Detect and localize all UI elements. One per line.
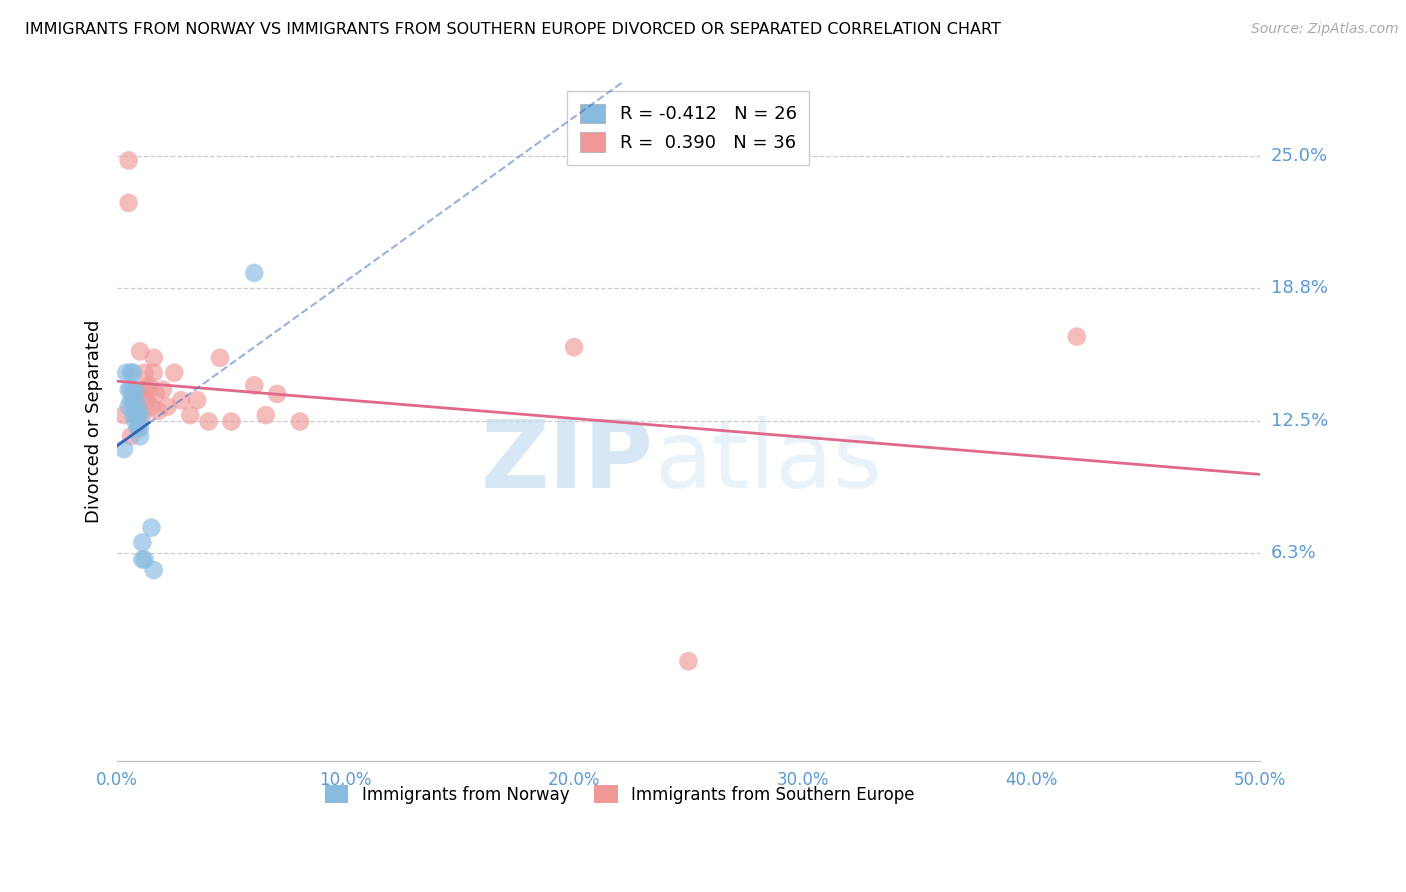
Point bbox=[127, 421, 149, 435]
Point bbox=[127, 408, 149, 422]
Point bbox=[141, 400, 163, 414]
Point bbox=[208, 351, 231, 365]
Point bbox=[112, 442, 135, 456]
Point bbox=[129, 421, 152, 435]
Point bbox=[129, 408, 152, 422]
Point bbox=[124, 404, 146, 418]
Point bbox=[117, 153, 139, 168]
Point bbox=[562, 340, 585, 354]
Text: 6.3%: 6.3% bbox=[1271, 544, 1317, 562]
Point bbox=[186, 393, 208, 408]
Text: 25.0%: 25.0% bbox=[1271, 147, 1329, 165]
Text: ZIP: ZIP bbox=[481, 417, 654, 508]
Point bbox=[120, 366, 142, 380]
Point bbox=[254, 408, 277, 422]
Point bbox=[112, 408, 135, 422]
Point bbox=[145, 387, 167, 401]
Point bbox=[197, 415, 219, 429]
Point bbox=[678, 654, 700, 668]
Point bbox=[243, 266, 266, 280]
Point bbox=[243, 378, 266, 392]
Point bbox=[129, 383, 152, 397]
Text: Source: ZipAtlas.com: Source: ZipAtlas.com bbox=[1251, 22, 1399, 37]
Point bbox=[135, 383, 157, 397]
Legend: Immigrants from Norway, Immigrants from Southern Europe: Immigrants from Norway, Immigrants from … bbox=[315, 775, 925, 814]
Point bbox=[127, 400, 149, 414]
Point bbox=[131, 393, 153, 408]
Point bbox=[221, 415, 243, 429]
Point bbox=[124, 393, 146, 408]
Point bbox=[124, 383, 146, 397]
Point bbox=[152, 383, 174, 397]
Point bbox=[117, 400, 139, 414]
Point bbox=[120, 393, 142, 408]
Point bbox=[142, 563, 165, 577]
Point bbox=[120, 383, 142, 397]
Point bbox=[1066, 329, 1088, 343]
Text: 12.5%: 12.5% bbox=[1271, 412, 1329, 431]
Point bbox=[124, 415, 146, 429]
Point bbox=[129, 429, 152, 443]
Point bbox=[148, 404, 170, 418]
Point bbox=[134, 552, 156, 566]
Point bbox=[122, 408, 145, 422]
Point bbox=[117, 383, 139, 397]
Point bbox=[117, 195, 139, 210]
Point bbox=[131, 408, 153, 422]
Point bbox=[134, 366, 156, 380]
Point bbox=[138, 378, 160, 392]
Point bbox=[142, 366, 165, 380]
Point bbox=[122, 387, 145, 401]
Point bbox=[131, 552, 153, 566]
Point bbox=[142, 351, 165, 365]
Point bbox=[127, 408, 149, 422]
Point bbox=[156, 400, 179, 414]
Point bbox=[135, 393, 157, 408]
Point bbox=[179, 408, 201, 422]
Point bbox=[288, 415, 311, 429]
Point bbox=[141, 520, 163, 534]
Point bbox=[131, 535, 153, 549]
Point bbox=[120, 429, 142, 443]
Point bbox=[170, 393, 193, 408]
Point bbox=[124, 404, 146, 418]
Text: atlas: atlas bbox=[654, 417, 883, 508]
Point bbox=[115, 366, 138, 380]
Point bbox=[122, 393, 145, 408]
Point bbox=[163, 366, 186, 380]
Text: 18.8%: 18.8% bbox=[1271, 279, 1329, 297]
Y-axis label: Divorced or Separated: Divorced or Separated bbox=[86, 320, 103, 524]
Point bbox=[129, 344, 152, 359]
Point bbox=[266, 387, 288, 401]
Text: IMMIGRANTS FROM NORWAY VS IMMIGRANTS FROM SOUTHERN EUROPE DIVORCED OR SEPARATED : IMMIGRANTS FROM NORWAY VS IMMIGRANTS FRO… bbox=[25, 22, 1001, 37]
Point bbox=[122, 366, 145, 380]
